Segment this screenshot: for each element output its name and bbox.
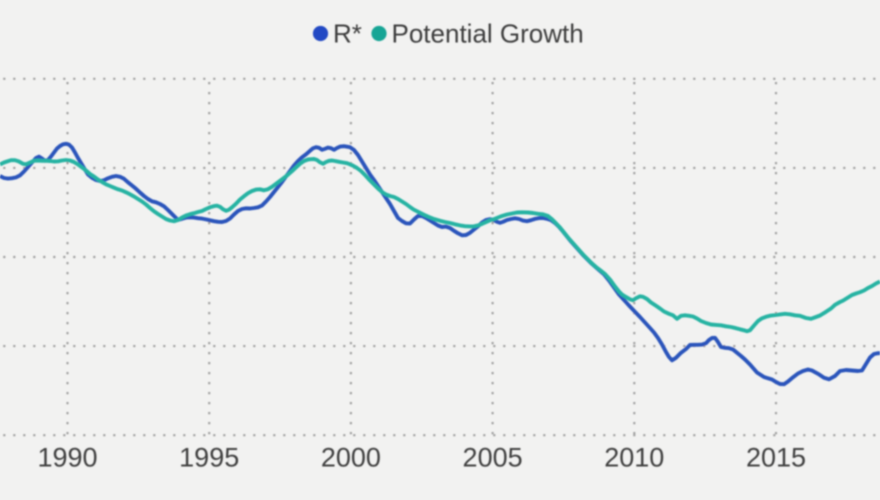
svg-text:2010: 2010 <box>604 443 664 473</box>
svg-text:1990: 1990 <box>37 443 97 473</box>
svg-text:1995: 1995 <box>179 443 239 473</box>
svg-text:2000: 2000 <box>321 443 381 473</box>
svg-text:R*: R* <box>333 19 362 49</box>
svg-text:2015: 2015 <box>746 443 806 473</box>
svg-text:Potential Growth: Potential Growth <box>392 19 584 49</box>
svg-text:2005: 2005 <box>463 443 523 473</box>
